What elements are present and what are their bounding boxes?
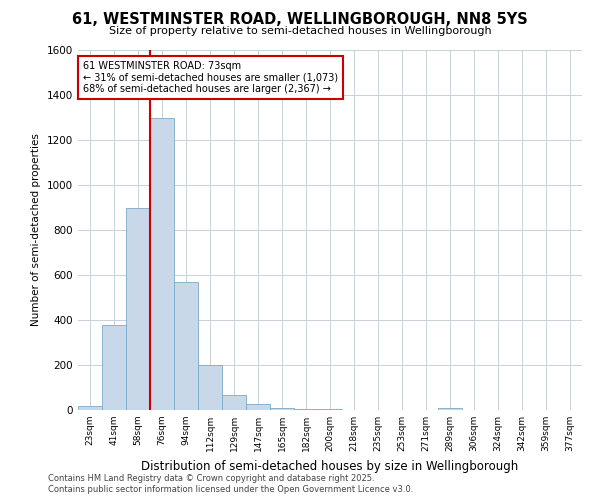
Text: 61 WESTMINSTER ROAD: 73sqm
← 31% of semi-detached houses are smaller (1,073)
68%: 61 WESTMINSTER ROAD: 73sqm ← 31% of semi… xyxy=(83,61,338,94)
Bar xyxy=(222,396,246,410)
Bar xyxy=(126,208,150,410)
Bar xyxy=(270,408,294,410)
Bar xyxy=(198,365,222,410)
Bar xyxy=(438,408,462,410)
Bar xyxy=(246,404,270,410)
Bar xyxy=(294,409,318,410)
Text: 61, WESTMINSTER ROAD, WELLINGBOROUGH, NN8 5YS: 61, WESTMINSTER ROAD, WELLINGBOROUGH, NN… xyxy=(72,12,528,28)
Bar xyxy=(150,118,174,410)
X-axis label: Distribution of semi-detached houses by size in Wellingborough: Distribution of semi-detached houses by … xyxy=(142,460,518,472)
Text: Size of property relative to semi-detached houses in Wellingborough: Size of property relative to semi-detach… xyxy=(109,26,491,36)
Bar xyxy=(174,282,198,410)
Text: Contains HM Land Registry data © Crown copyright and database right 2025.
Contai: Contains HM Land Registry data © Crown c… xyxy=(48,474,413,494)
Bar xyxy=(78,406,102,410)
Bar xyxy=(102,324,126,410)
Y-axis label: Number of semi-detached properties: Number of semi-detached properties xyxy=(31,134,41,326)
